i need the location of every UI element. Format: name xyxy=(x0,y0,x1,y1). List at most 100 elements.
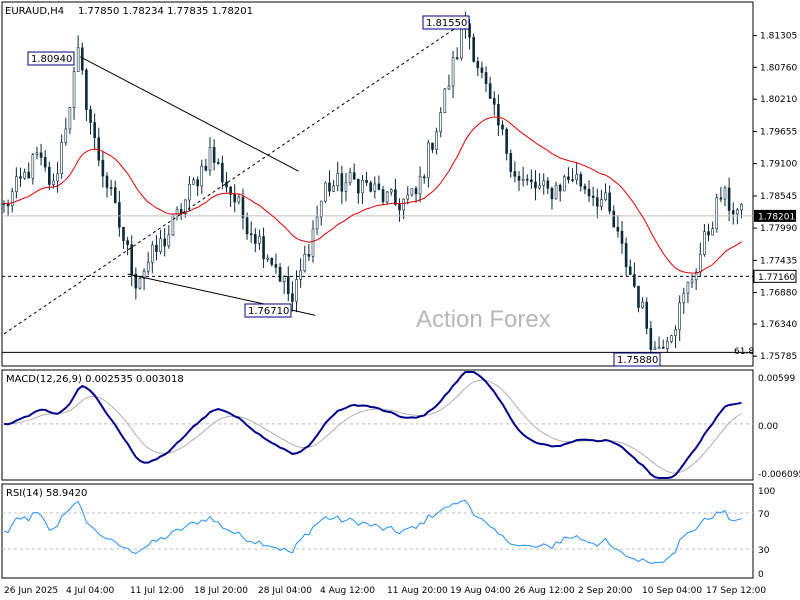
macd-tick-zero: 0.00 xyxy=(758,422,778,432)
candle-body xyxy=(554,184,558,200)
candles xyxy=(2,11,743,360)
candle-body xyxy=(653,347,657,350)
candle-body xyxy=(138,278,142,289)
candle-body xyxy=(324,182,327,202)
candle-body xyxy=(439,112,443,133)
annotation-1.81550: 1.81550 xyxy=(422,15,470,30)
candle-body xyxy=(357,178,360,194)
candle-body xyxy=(299,270,302,280)
x-axis: 26 Jun 2025 4 Jul 04:00 11 Jul 12:00 18 Jul… xyxy=(4,586,766,596)
candle-body xyxy=(282,276,286,282)
candle-body xyxy=(27,171,31,179)
rsi-tick-70: 70 xyxy=(758,510,770,520)
candle-body xyxy=(698,254,702,273)
candle-body xyxy=(591,195,595,198)
candle-body xyxy=(80,47,84,71)
candle-body xyxy=(188,183,191,201)
candle-body xyxy=(348,172,352,184)
candle-body xyxy=(109,187,113,189)
candle-body xyxy=(727,187,731,211)
candle-body xyxy=(35,152,39,155)
y-tick-label: 1.80760 xyxy=(760,63,797,73)
ohlc-values: 1.77850 1.78234 1.77835 1.78201 xyxy=(78,6,253,17)
rsi-line xyxy=(3,499,742,564)
candle-body xyxy=(381,189,385,203)
level-price-tag: 1.77160 xyxy=(753,269,797,283)
candle-body xyxy=(311,228,315,257)
candle-body xyxy=(85,69,88,110)
candle-body xyxy=(715,197,719,230)
candle-body xyxy=(303,253,307,272)
y-tick-label: 1.77990 xyxy=(760,224,797,234)
candle-body xyxy=(431,142,434,150)
candle-body xyxy=(142,270,146,279)
svg-text:1.78201: 1.78201 xyxy=(758,212,795,222)
candle-body xyxy=(579,174,583,187)
candle-body xyxy=(19,176,22,179)
candle-body xyxy=(690,279,694,283)
x-tick-label: 19 Aug 04:00 xyxy=(450,586,511,596)
candle-body xyxy=(225,181,228,188)
candle-body xyxy=(633,274,636,287)
candle-body xyxy=(525,178,529,181)
candle-body xyxy=(192,179,195,185)
fib-label: 61.8 xyxy=(734,347,754,357)
candle-body xyxy=(707,231,710,236)
candle-body xyxy=(385,191,389,203)
rsi-tick-100: 100 xyxy=(758,487,775,497)
candle-body xyxy=(649,328,653,350)
macd-line xyxy=(3,371,742,479)
y-tick-label: 1.78545 xyxy=(760,192,797,202)
y-tick-label: 1.80210 xyxy=(760,95,797,105)
candle-body xyxy=(254,234,257,244)
candle-body xyxy=(509,153,513,172)
candle-body xyxy=(249,233,253,236)
candle-body xyxy=(641,301,644,308)
candle-body xyxy=(624,243,628,268)
candle-body xyxy=(736,209,739,215)
candle-body xyxy=(608,192,611,212)
macd-panel-frame xyxy=(1,369,754,481)
candle-body xyxy=(402,198,405,211)
candle-body xyxy=(682,292,686,304)
candle-body xyxy=(179,209,183,214)
candle-body xyxy=(567,176,570,180)
candle-body xyxy=(216,162,220,164)
candle-body xyxy=(241,196,245,218)
candle-body xyxy=(513,171,517,177)
candle-body xyxy=(628,266,632,275)
macd-signal-line xyxy=(3,379,742,474)
candle-body xyxy=(93,122,96,139)
candle-body xyxy=(657,346,661,349)
candle-body xyxy=(130,244,134,275)
candle-body xyxy=(484,72,488,84)
candle-body xyxy=(546,180,550,189)
macd-tick-bottom: -0.006095 xyxy=(758,470,800,480)
candle-body xyxy=(64,128,68,143)
candle-body xyxy=(460,28,463,59)
candle-body xyxy=(389,189,393,193)
annotation-1.80940: 1.80940 xyxy=(27,51,75,66)
candle-body xyxy=(645,301,649,329)
rsi-panel-frame xyxy=(1,483,754,579)
x-tick-label: 4 Aug 12:00 xyxy=(320,586,375,596)
y-tick-label: 1.79655 xyxy=(760,127,797,137)
candle-body xyxy=(361,179,364,194)
candle-body xyxy=(476,61,480,69)
candle-body xyxy=(258,236,261,244)
candle-body xyxy=(204,165,208,171)
candle-body xyxy=(398,204,401,211)
x-tick-label: 26 Jun 2025 xyxy=(4,586,58,596)
candle-body xyxy=(711,228,714,236)
candle-body xyxy=(661,346,665,349)
candle-body xyxy=(270,257,274,265)
y-tick-label: 1.79100 xyxy=(760,160,797,170)
upper-trendline xyxy=(79,56,299,172)
candle-body xyxy=(221,162,224,183)
x-tick-label: 28 Jul 04:00 xyxy=(258,586,312,596)
svg-text:1.77160: 1.77160 xyxy=(758,273,795,283)
candle-body xyxy=(229,186,232,195)
candle-body xyxy=(571,179,574,181)
candle-body xyxy=(497,103,500,126)
candle-body xyxy=(113,187,117,203)
